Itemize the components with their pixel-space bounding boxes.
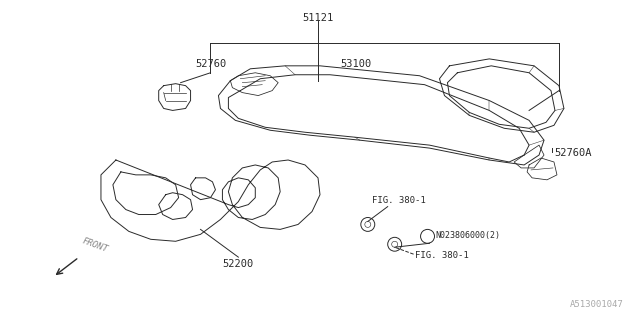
- Text: FRONT: FRONT: [81, 236, 109, 254]
- Text: A513001047: A513001047: [570, 300, 623, 309]
- Text: N023806000(2): N023806000(2): [435, 231, 500, 240]
- Text: FIG. 380-1: FIG. 380-1: [415, 251, 468, 260]
- Text: 52200: 52200: [223, 259, 254, 269]
- Text: FIG. 380-1: FIG. 380-1: [372, 196, 426, 204]
- Text: 51121: 51121: [302, 13, 333, 23]
- Text: 52760: 52760: [196, 59, 227, 69]
- Text: 52760A: 52760A: [554, 148, 591, 158]
- Text: 53100: 53100: [340, 59, 371, 69]
